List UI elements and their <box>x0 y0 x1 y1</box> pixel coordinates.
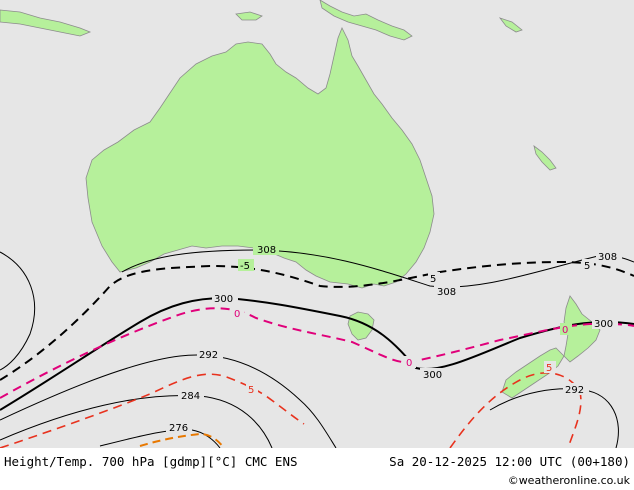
label-300-b: 300 <box>423 370 442 381</box>
label-300-a: 300 <box>214 294 233 305</box>
label-308-a: 308 <box>257 245 276 256</box>
label-temp-0-c: 0 <box>562 325 568 336</box>
temp-contour-5-nz <box>449 372 582 448</box>
contour-left-curve <box>0 251 36 371</box>
label-temp-0-a: 0 <box>234 309 240 320</box>
label-276: 276 <box>169 423 188 434</box>
valid-time: Sa 20-12-2025 12:00 UTC (00+180) <box>389 454 630 469</box>
contour-300 <box>0 296 634 411</box>
label-temp-minus5: -5 <box>240 261 250 272</box>
label-temp-5-black-b: 5 <box>584 261 590 272</box>
label-292-a: 292 <box>199 350 218 361</box>
temp-contour-5 <box>0 373 305 448</box>
label-308-b: 308 <box>437 287 456 298</box>
label-temp-5-black-a: 5 <box>430 274 436 285</box>
credit-link[interactable]: ©weatheronline.co.uk <box>507 474 630 487</box>
temp-contour-minus5 <box>0 260 634 381</box>
indonesia-islands <box>0 9 92 37</box>
contour-labels: 308 308 308 300 300 300 292 292 284 276 … <box>166 243 622 434</box>
australia-landmass <box>85 27 435 289</box>
new-guinea-landmass <box>319 0 413 41</box>
temp-contour-10 <box>139 432 225 448</box>
weather-map: 308 308 308 300 300 300 292 292 284 276 … <box>0 0 634 448</box>
label-300-c: 300 <box>594 319 613 330</box>
map-title: Height/Temp. 700 hPa [gdmp][°C] CMC ENS <box>4 454 298 469</box>
solomon-islands <box>498 17 523 33</box>
label-284: 284 <box>181 391 200 402</box>
map-footer: Height/Temp. 700 hPa [gdmp][°C] CMC ENS … <box>0 448 634 490</box>
new-caledonia <box>533 145 557 171</box>
timor-island <box>235 11 263 21</box>
label-temp-0-b: 0 <box>406 358 412 369</box>
label-292-b: 292 <box>565 385 584 396</box>
label-temp-5-red-a: 5 <box>248 385 254 396</box>
nz-south-island <box>501 347 565 399</box>
label-temp-5-red-b: 5 <box>546 363 552 374</box>
label-308-c: 308 <box>598 252 617 263</box>
